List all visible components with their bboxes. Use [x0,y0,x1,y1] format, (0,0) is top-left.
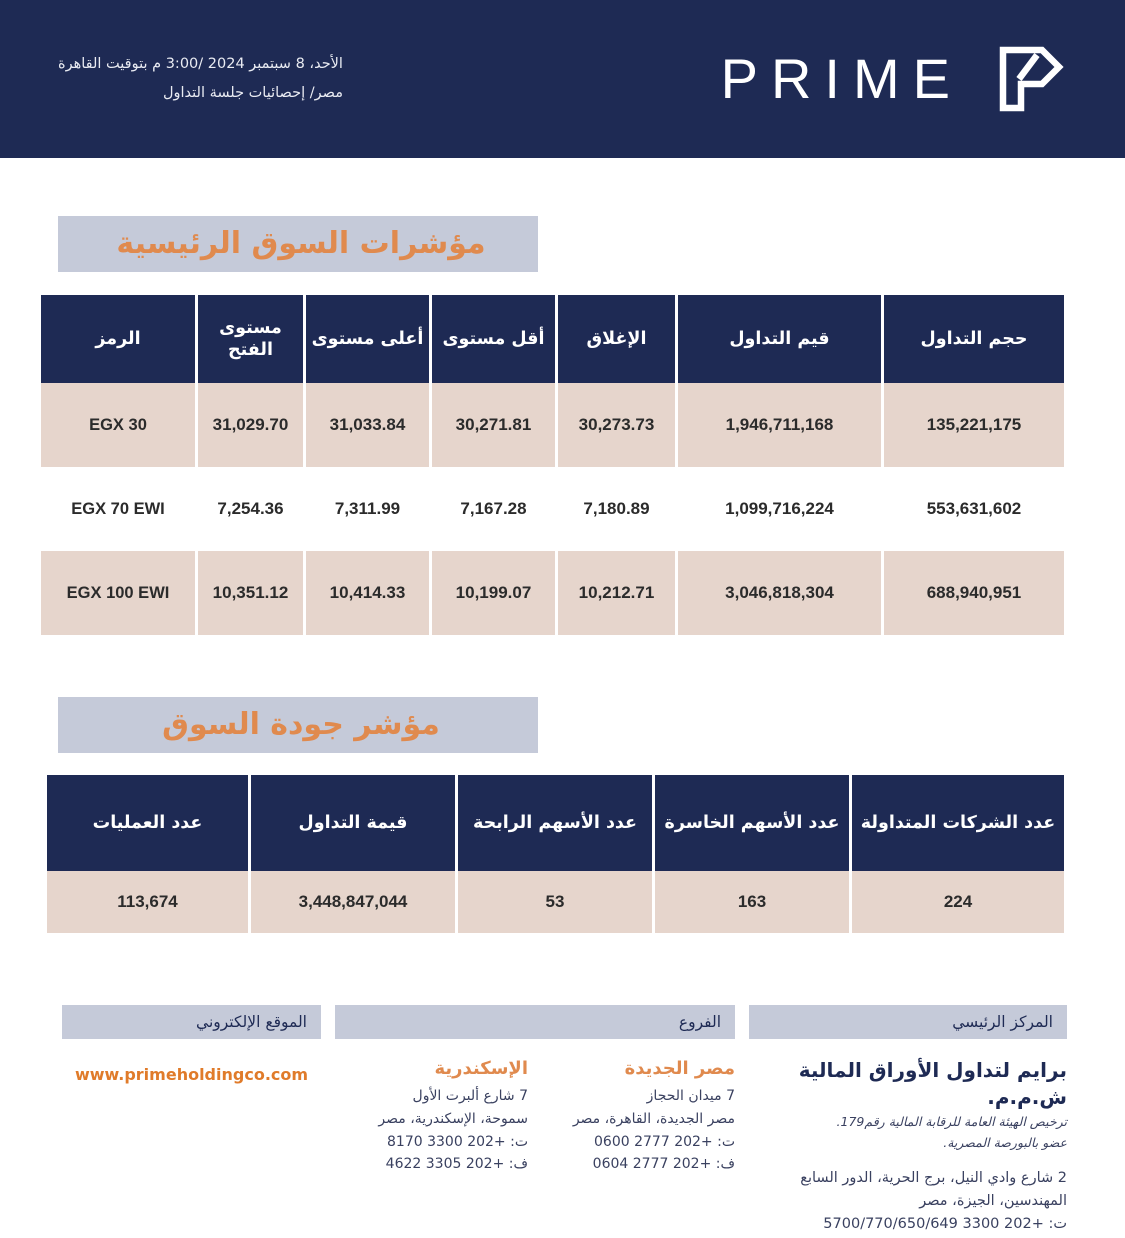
hq-address-line-1: 2 شارع وادي النيل، برج الحرية، الدور الس… [800,1169,1067,1186]
main-indices-table: حجم التداول قيم التداول الإغلاق أقل مستو… [38,295,1067,635]
cell-traded-companies: 224 [852,871,1064,933]
cell-close: 10,212.71 [558,551,675,635]
branch-telephone: ت: +202 2777 0600 [594,1133,735,1150]
website-block: www.primeholdingco.com [62,1057,321,1238]
table-header-row: عدد الشركات المتداولة عدد الأسهم الخاسرة… [47,775,1064,871]
brand-lockup: PRIME [721,44,1067,114]
website-link[interactable]: www.primeholdingco.com [74,1065,309,1084]
footer-band-branches: الفروع [335,1005,735,1039]
headquarters-address: 2 شارع وادي النيل، برج الحرية، الدور الس… [749,1167,1067,1238]
cell-high: 7,311.99 [306,467,429,551]
cell-transactions: 113,674 [47,871,248,933]
col-header-traded-companies: عدد الشركات المتداولة [852,775,1064,871]
cell-value: 1,946,711,168 [678,383,881,467]
table-row: 135,221,175 1,946,711,168 30,273.73 30,2… [41,383,1064,467]
company-name: برايم لتداول الأوراق المالية ش.م.م. [798,1058,1067,1109]
cell-gaining-shares: 53 [458,871,652,933]
header-meta: الأحد، 8 سبتمبر 2024 /3:00 م بتوقيت القا… [58,50,343,108]
page-footer: المركز الرئيسي الفروع الموقع الإلكتروني … [58,1005,1067,1238]
market-quality-title-band: مؤشر جودة السوق [58,697,538,753]
branch-details: 7 شارع ألبرت الأول سموحة، الإسكندرية، مص… [335,1085,528,1176]
license-line-2: عضو بالبورصة المصرية. [943,1134,1067,1150]
cell-trade-value: 3,448,847,044 [251,871,455,933]
cell-close: 7,180.89 [558,467,675,551]
table-row: 553,631,602 1,099,716,224 7,180.89 7,167… [41,467,1064,551]
page-header: PRIME الأحد، 8 سبتمبر 2024 /3:00 م بتوقي… [0,0,1125,158]
branch-address-line-1: 7 ميدان الحجاز [646,1088,735,1105]
footer-band-branches-label: الفروع [678,1013,721,1031]
col-header-gaining-shares: عدد الأسهم الرابحة [458,775,652,871]
cell-volume: 553,631,602 [884,467,1064,551]
brand-wordmark: PRIME [720,47,963,110]
col-header-high: أعلى مستوى [306,295,429,383]
footer-band-website-label: الموقع الإلكتروني [196,1013,307,1031]
table-header-row: حجم التداول قيم التداول الإغلاق أقل مستو… [41,295,1064,383]
cell-close: 30,273.73 [558,383,675,467]
col-header-low: أقل مستوى [432,295,555,383]
col-header-losing-shares: عدد الأسهم الخاسرة [655,775,849,871]
cell-open: 7,254.36 [198,467,303,551]
cell-low: 10,199.07 [432,551,555,635]
cell-open: 31,029.70 [198,383,303,467]
col-header-value: قيم التداول [678,295,881,383]
branch-telephone: ت: +202 3300 8170 [387,1133,528,1150]
table-row: 688,940,951 3,046,818,304 10,212.71 10,1… [41,551,1064,635]
branches-block: مصر الجديدة 7 ميدان الحجاز مصر الجديدة، … [335,1057,735,1238]
col-header-symbol: الرمز [41,295,195,383]
cell-low: 7,167.28 [432,467,555,551]
col-header-transactions: عدد العمليات [47,775,248,871]
branch-address-line-2: مصر الجديدة، القاهرة، مصر [572,1111,735,1128]
cell-symbol: EGX 30 [41,383,195,467]
branch-fax: ف: +202 3305 4622 [385,1156,528,1173]
branch-address-line-2: سموحة، الإسكندرية، مصر [378,1111,528,1128]
col-header-trade-value: قيمة التداول [251,775,455,871]
cell-volume: 135,221,175 [884,383,1064,467]
main-indices-title-band: مؤشرات السوق الرئيسية [58,216,538,272]
cell-open: 10,351.12 [198,551,303,635]
market-quality-table: عدد الشركات المتداولة عدد الأسهم الخاسرة… [44,775,1067,933]
cell-symbol: EGX 70 EWI [41,467,195,551]
main-indices-title: مؤشرات السوق الرئيسية [116,226,486,261]
cell-losing-shares: 163 [655,871,849,933]
cell-value: 3,046,818,304 [678,551,881,635]
footer-band-headquarters: المركز الرئيسي [749,1005,1067,1039]
footer-band-row: المركز الرئيسي الفروع الموقع الإلكتروني [58,1005,1067,1039]
col-header-volume: حجم التداول [884,295,1064,383]
branch-alexandria: الإسكندرية 7 شارع ألبرت الأول سموحة، الإ… [335,1057,528,1238]
branch-address-line-1: 7 شارع ألبرت الأول [412,1088,528,1105]
cell-volume: 688,940,951 [884,551,1064,635]
headquarters-block: برايم لتداول الأوراق المالية ش.م.م. ترخي… [749,1057,1067,1238]
table-row: 224 163 53 3,448,847,044 113,674 [47,871,1064,933]
hq-address-line-2: المهندسين، الجيزة، مصر [919,1192,1067,1209]
cell-high: 10,414.33 [306,551,429,635]
cell-low: 30,271.81 [432,383,555,467]
branch-name: الإسكندرية [434,1058,528,1079]
market-quality-title: مؤشر جودة السوق [162,707,440,742]
footer-content-row: برايم لتداول الأوراق المالية ش.م.م. ترخي… [58,1057,1067,1238]
header-subtitle: مصر/ إحصائيات جلسة التداول [162,85,343,101]
branch-name: مصر الجديدة [624,1058,735,1079]
branch-fax: ف: +202 2777 0604 [592,1156,735,1173]
cell-symbol: EGX 100 EWI [41,551,195,635]
header-datetime: الأحد، 8 سبتمبر 2024 /3:00 م بتوقيت القا… [58,56,343,72]
footer-band-headquarters-label: المركز الرئيسي [952,1013,1053,1031]
prime-p-logo-icon [997,44,1067,114]
branch-heliopolis: مصر الجديدة 7 ميدان الحجاز مصر الجديدة، … [542,1057,735,1238]
hq-telephone: ت: +202 3300 5700/770/650/649 [823,1216,1067,1233]
footer-band-website: الموقع الإلكتروني [62,1005,321,1039]
license-line-1: ترخيص الهيئة العامة للرقابة المالية رقم1… [836,1114,1067,1129]
branch-details: 7 ميدان الحجاز مصر الجديدة، القاهرة، مصر… [542,1085,735,1176]
cell-value: 1,099,716,224 [678,467,881,551]
col-header-close: الإغلاق [558,295,675,383]
cell-high: 31,033.84 [306,383,429,467]
col-header-open: مستوى الفتح [198,295,303,383]
